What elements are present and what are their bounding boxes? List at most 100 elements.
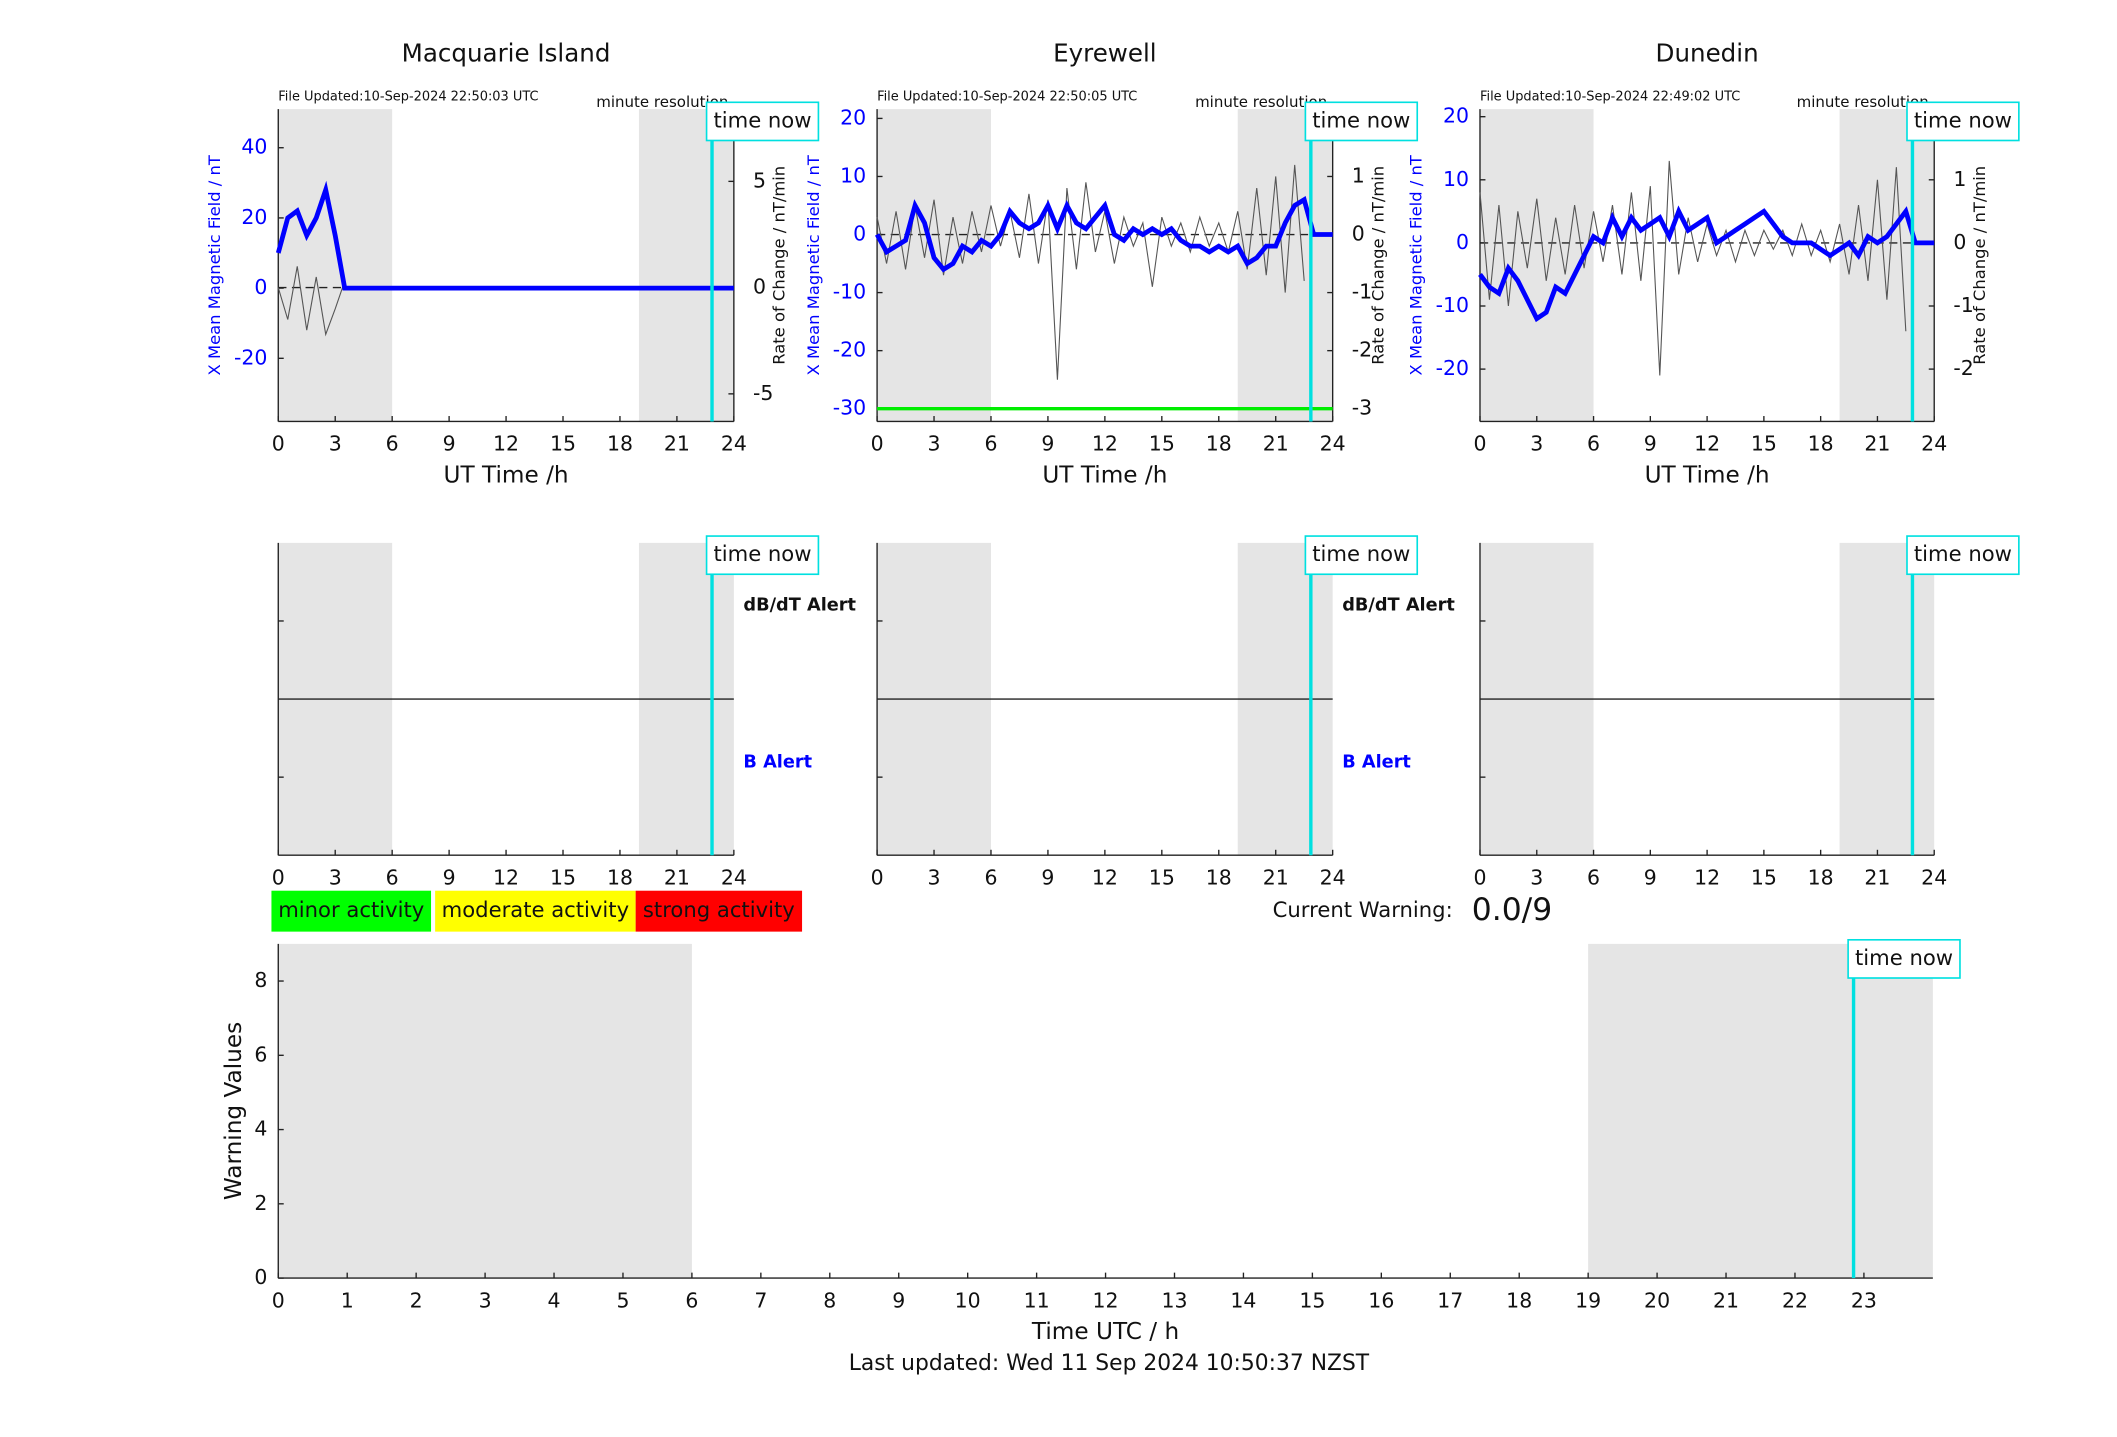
y2-tick-label: 1 (1953, 167, 1966, 191)
alert-label: B Alert (743, 752, 812, 772)
x-tick-label: 15 (1751, 432, 1777, 456)
x-tick-label: 0 (1473, 865, 1486, 889)
time-now-label: time now (713, 107, 811, 132)
y-axis-label: Warning Values (220, 1022, 247, 1200)
time-now-box (705, 101, 820, 142)
current-warning-value: 0.0/9 (1472, 892, 1552, 928)
x-tick-label: 9 (1644, 865, 1657, 889)
time-now-label: time now (1914, 541, 2012, 566)
x-tick-label: 0 (1473, 432, 1486, 456)
resolution-note: minute resolution (596, 93, 728, 111)
x-tick-label: 15 (550, 432, 576, 456)
x-tick-label: 3 (329, 865, 342, 889)
x-tick-label: 24 (1921, 865, 1947, 889)
time-now-box (1304, 535, 1419, 576)
x-tick-label: 9 (443, 432, 456, 456)
x-tick-label: 2 (410, 1288, 423, 1312)
y-tick-label: -10 (833, 280, 866, 304)
x-tick-label: 6 (386, 865, 399, 889)
y2-axis-label: Rate of Change / nT/min (1970, 166, 1989, 365)
night-shade (278, 943, 692, 1279)
y-tick-label: 8 (254, 968, 267, 992)
y2-tick-label: 5 (753, 168, 766, 192)
x-tick-label: 0 (871, 865, 884, 889)
x-tick-label: 18 (1808, 432, 1834, 456)
night-shade (1237, 109, 1333, 422)
x-tick-label: 12 (1093, 1288, 1119, 1312)
alert-label: B Alert (1342, 752, 1411, 772)
rate-line (1479, 160, 1907, 376)
x-tick-label: 12 (1694, 865, 1720, 889)
x-tick-label: 12 (1092, 432, 1118, 456)
y2-axis-label: Rate of Change / nT/min (1369, 166, 1388, 365)
x-tick-label: 24 (1320, 865, 1346, 889)
time-now-box (1906, 101, 2020, 142)
x-tick-label: 17 (1437, 1288, 1463, 1312)
x-tick-label: 24 (1921, 432, 1947, 456)
x-tick-label: 24 (721, 865, 747, 889)
chart-title: Macquarie Island (402, 39, 611, 68)
x-tick-label: 6 (984, 865, 997, 889)
x-tick-label: 4 (548, 1288, 561, 1312)
x-axis-label: UT Time /h (1042, 462, 1167, 489)
x-tick-label: 14 (1230, 1288, 1256, 1312)
x-tick-label: 15 (1149, 865, 1175, 889)
y2-tick-label: 0 (1953, 230, 1966, 254)
y-tick-label: 2 (254, 1191, 267, 1215)
x-tick-label: 3 (479, 1288, 492, 1312)
y2-axis-label: Rate of Change / nT/min (770, 166, 789, 365)
night-shade (278, 109, 393, 422)
field-line (1478, 205, 1935, 323)
x-tick-label: 10 (955, 1288, 981, 1312)
x-tick-label: 3 (928, 865, 941, 889)
y-axis-label: X Mean Magnetic Field / nT (1407, 154, 1426, 375)
x-tick-label: 19 (1575, 1288, 1601, 1312)
y-axis-label: X Mean Magnetic Field / nT (804, 154, 823, 375)
legend-swatch (435, 890, 636, 932)
y2-tick-label: -2 (1352, 338, 1372, 362)
x-tick-label: 15 (550, 865, 576, 889)
legend-label: strong activity (643, 897, 795, 922)
field-line (275, 180, 734, 291)
y-tick-label: -20 (234, 345, 267, 369)
x-axis-label: Time UTC / h (1031, 1318, 1179, 1345)
x-tick-label: 6 (685, 1288, 698, 1312)
x-tick-label: 9 (1041, 865, 1054, 889)
alert-label: dB/dT Alert (743, 596, 856, 616)
current-warning-label: Current Warning: (1273, 897, 1453, 922)
x-tick-label: 24 (1320, 432, 1346, 456)
rate-line (876, 164, 1305, 380)
x-tick-label: 18 (1808, 865, 1834, 889)
y-tick-label: 20 (1443, 104, 1469, 128)
y-tick-label: 40 (241, 135, 267, 159)
x-tick-label: 6 (984, 432, 997, 456)
legend-label: moderate activity (442, 897, 629, 922)
rate-line (277, 266, 346, 337)
x-tick-label: 9 (1041, 432, 1054, 456)
x-tick-label: 6 (386, 432, 399, 456)
x-tick-label: 1 (341, 1288, 354, 1312)
x-tick-label: 21 (1713, 1288, 1739, 1312)
x-tick-label: 20 (1644, 1288, 1670, 1312)
y-tick-label: 0 (254, 275, 267, 299)
x-tick-label: 12 (493, 865, 519, 889)
time-now-box (1906, 535, 2020, 576)
x-tick-label: 16 (1368, 1288, 1394, 1312)
x-axis-label: UT Time /h (444, 462, 569, 489)
y2-tick-label: -3 (1352, 396, 1372, 420)
x-tick-label: 3 (928, 432, 941, 456)
y-tick-label: -10 (1436, 293, 1469, 317)
x-tick-label: 0 (272, 1288, 285, 1312)
x-tick-label: 18 (1206, 865, 1232, 889)
y-tick-label: 4 (254, 1117, 267, 1141)
y-tick-label: 10 (1443, 167, 1469, 191)
y-tick-label: -20 (1436, 356, 1469, 380)
x-tick-label: 3 (329, 432, 342, 456)
x-tick-label: 13 (1161, 1288, 1187, 1312)
x-tick-label: 18 (607, 432, 633, 456)
x-tick-label: 3 (1530, 865, 1543, 889)
x-axis-label: UT Time /h (1645, 462, 1770, 489)
x-tick-label: 21 (664, 865, 690, 889)
x-tick-label: 21 (664, 432, 690, 456)
